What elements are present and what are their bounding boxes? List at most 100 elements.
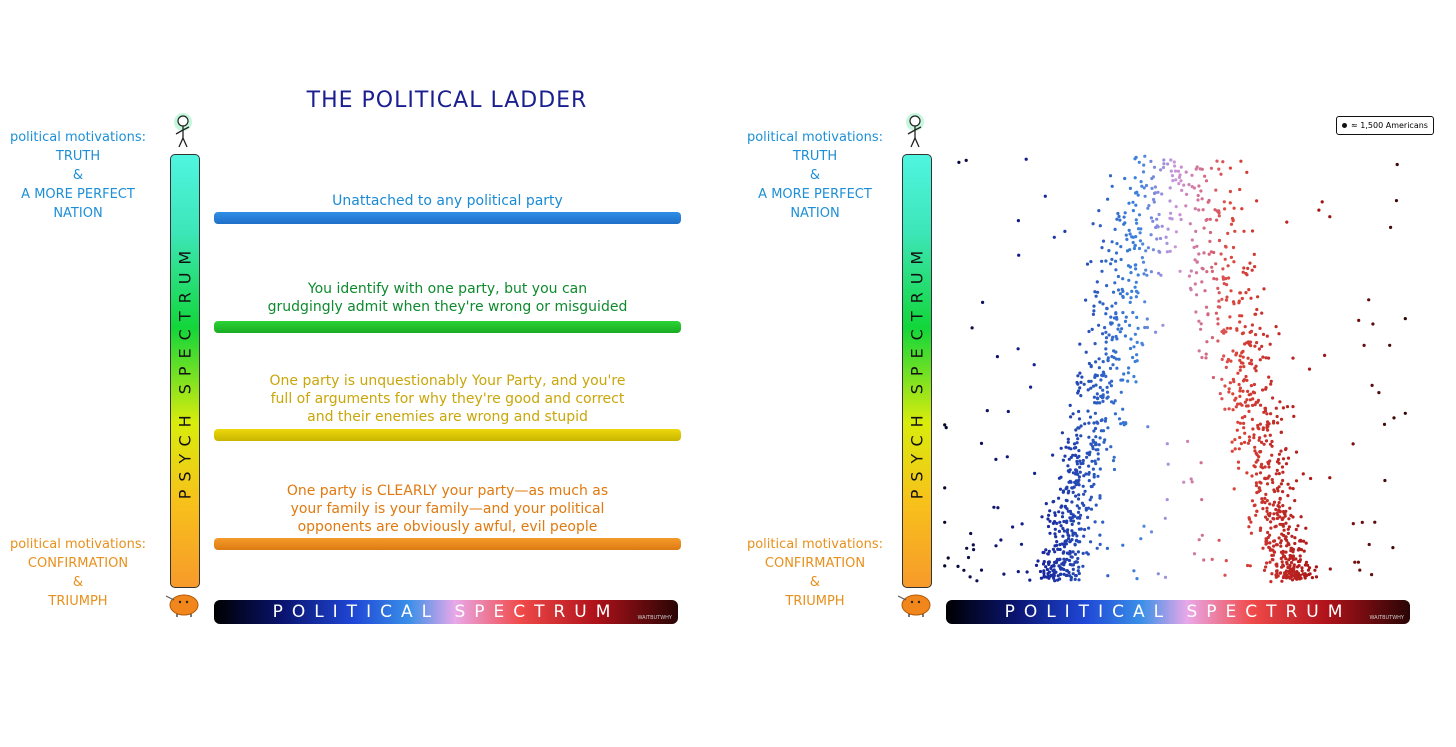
person-dot	[1048, 519, 1052, 523]
person-dot	[1195, 244, 1199, 248]
person-dot	[1101, 360, 1105, 364]
person-dot	[1208, 230, 1213, 235]
person-dot	[1094, 503, 1098, 507]
person-dot	[1087, 435, 1091, 439]
person-dot	[1078, 342, 1082, 346]
person-dot	[1109, 315, 1113, 319]
person-dot	[1109, 322, 1113, 326]
person-dot	[1277, 452, 1281, 456]
person-dot	[1279, 430, 1283, 434]
person-dot	[1062, 519, 1066, 524]
person-dot	[1081, 458, 1085, 463]
person-dot	[1067, 552, 1071, 556]
person-dot	[1140, 184, 1144, 188]
person-dot	[1291, 554, 1295, 558]
person-dot	[1126, 371, 1130, 375]
person-dot	[970, 326, 974, 330]
person-dot	[1075, 456, 1080, 460]
person-dot	[1119, 245, 1123, 249]
person-dot	[1057, 476, 1061, 480]
person-dot	[1047, 576, 1051, 580]
person-dot	[1103, 419, 1107, 423]
person-dot	[1094, 360, 1098, 364]
person-dot	[1190, 185, 1194, 189]
person-dot	[1078, 470, 1082, 474]
person-dot	[1287, 525, 1291, 529]
person-dot	[1207, 252, 1211, 256]
person-dot	[1138, 239, 1142, 243]
person-dot	[1101, 393, 1105, 397]
person-dot	[966, 555, 971, 560]
person-dot	[1133, 243, 1137, 247]
person-dot	[1238, 435, 1242, 440]
person-dot	[1053, 550, 1057, 554]
person-dot	[1063, 454, 1067, 458]
person-dot	[1371, 322, 1375, 326]
person-dot	[1253, 265, 1257, 269]
person-dot	[1196, 193, 1200, 198]
person-dot	[1282, 575, 1286, 579]
person-dot	[1048, 531, 1052, 535]
person-dot	[1070, 500, 1074, 504]
person-dot	[1052, 568, 1056, 572]
person-dot	[1152, 197, 1156, 202]
person-dot	[1268, 342, 1272, 346]
person-dot	[1098, 224, 1102, 228]
person-dot	[1066, 528, 1070, 532]
person-dot	[1089, 364, 1093, 368]
person-dot	[1079, 424, 1083, 428]
person-dot	[1243, 342, 1247, 346]
person-dot	[1244, 374, 1248, 379]
person-dot	[1144, 249, 1148, 253]
person-dot	[1189, 477, 1193, 481]
person-dot	[992, 505, 996, 509]
person-dot	[1074, 468, 1078, 472]
person-dot	[1093, 459, 1097, 463]
person-dot	[1308, 572, 1312, 576]
person-dot	[1132, 246, 1136, 251]
person-dot	[1078, 465, 1082, 469]
person-dot	[1074, 479, 1078, 483]
motivation-line: political motivations:	[9, 130, 147, 145]
person-dot	[1146, 206, 1150, 210]
person-dot	[1160, 224, 1164, 228]
person-dot	[1144, 268, 1148, 272]
person-dot	[1161, 323, 1165, 327]
person-dot	[965, 546, 969, 550]
person-dot	[1241, 349, 1245, 353]
person-dot	[1267, 465, 1271, 469]
person-dot	[1217, 299, 1221, 303]
person-dot	[1293, 541, 1297, 546]
person-dot	[1252, 433, 1256, 437]
person-dot	[1058, 520, 1062, 524]
person-dot	[1076, 556, 1080, 561]
person-dot	[1114, 311, 1118, 315]
person-dot	[975, 579, 979, 583]
person-dot	[1317, 208, 1321, 212]
person-dot	[1281, 470, 1285, 474]
person-dot	[1192, 245, 1196, 249]
person-dot	[1236, 402, 1240, 406]
person-dot	[1094, 462, 1098, 466]
person-dot	[1086, 388, 1090, 392]
person-dot	[1073, 560, 1077, 564]
person-dot	[1131, 310, 1135, 315]
person-dot	[1238, 368, 1242, 372]
rung-4-bar	[214, 538, 681, 550]
person-dot	[1204, 352, 1208, 356]
person-dot	[1272, 539, 1276, 543]
person-dot	[1123, 176, 1127, 181]
person-dot	[1249, 296, 1253, 300]
person-dot	[1074, 483, 1078, 487]
person-dot	[1231, 349, 1235, 353]
person-dot	[1168, 249, 1172, 253]
person-dot	[1320, 200, 1324, 204]
motivation-line: political motivations:	[746, 537, 884, 552]
person-dot	[1165, 442, 1169, 446]
rung-text-line: your family is your family—and your poli…	[290, 501, 605, 517]
person-dot	[1098, 494, 1102, 498]
person-dot	[1117, 417, 1122, 421]
person-dot	[1065, 530, 1069, 534]
person-dot	[1284, 521, 1288, 525]
person-dot	[1195, 293, 1199, 297]
